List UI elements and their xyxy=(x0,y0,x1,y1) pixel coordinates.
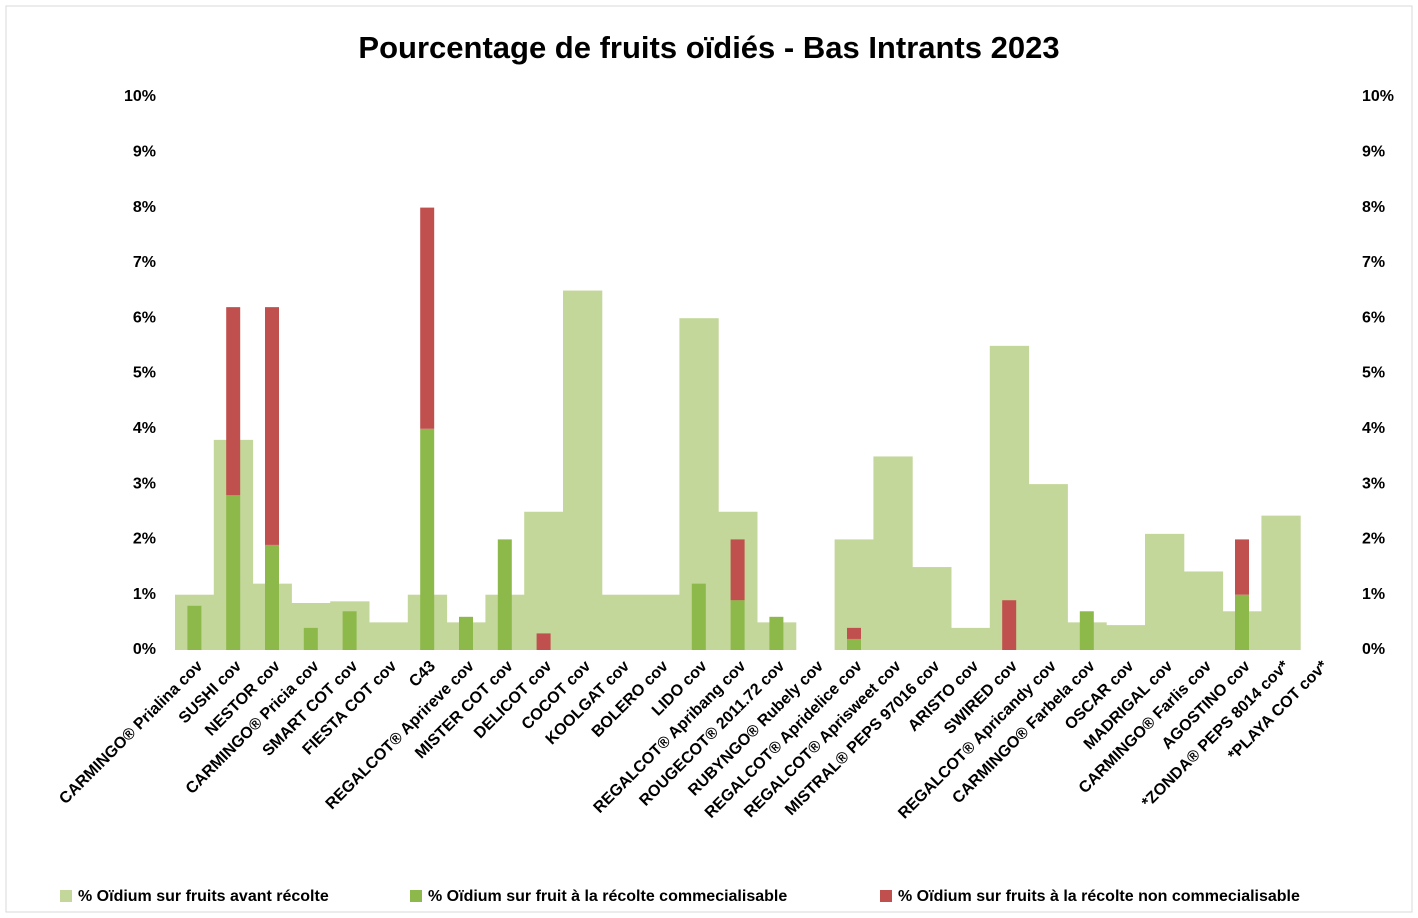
bar xyxy=(1261,515,1301,650)
bar xyxy=(420,428,435,650)
bar xyxy=(912,567,952,650)
bar xyxy=(303,627,318,650)
y-tick-label: 9% xyxy=(133,144,156,161)
y2-tick-label: 7% xyxy=(1362,254,1385,271)
bar xyxy=(226,495,241,650)
bar xyxy=(459,616,473,650)
bar xyxy=(730,600,745,650)
y-tick-label: 7% xyxy=(133,254,156,271)
y2-tick-label: 2% xyxy=(1362,531,1385,548)
bar xyxy=(1028,484,1068,650)
bar xyxy=(497,539,512,650)
chart-title: Pourcentage de fruits oïdiés - Bas Intra… xyxy=(358,30,1059,65)
bar xyxy=(1183,571,1224,650)
bar xyxy=(1235,539,1249,595)
y-tick-label: 6% xyxy=(133,309,156,326)
y-tick-label: 10% xyxy=(124,88,156,105)
bar xyxy=(847,638,861,650)
bar xyxy=(1145,533,1185,650)
y2-tick-label: 3% xyxy=(1362,475,1385,492)
y-tick-label: 1% xyxy=(133,586,156,603)
bar xyxy=(187,605,202,650)
bar xyxy=(691,583,706,650)
bar xyxy=(847,627,861,639)
y2-tick-label: 0% xyxy=(1362,641,1385,658)
y-tick-label: 5% xyxy=(133,365,156,382)
bar xyxy=(1235,594,1249,650)
y2-tick-label: 10% xyxy=(1362,88,1394,105)
y2-tick-label: 6% xyxy=(1362,309,1385,326)
bar xyxy=(951,627,991,650)
bar xyxy=(536,633,551,650)
bar xyxy=(563,290,603,650)
bar xyxy=(640,594,680,650)
y2-tick-label: 8% xyxy=(1362,199,1385,216)
bar xyxy=(524,511,564,650)
y2-tick-label: 4% xyxy=(1362,420,1385,437)
y2-tick-label: 9% xyxy=(1362,144,1385,161)
y-tick-label: 3% xyxy=(133,475,156,492)
bar xyxy=(1079,611,1094,650)
bar xyxy=(730,539,745,601)
y2-tick-label: 5% xyxy=(1362,365,1385,382)
y-tick-label: 2% xyxy=(133,531,156,548)
bar xyxy=(265,544,279,650)
legend-label: % Oïdium sur fruits avant récolte xyxy=(78,888,329,905)
legend-swatch xyxy=(410,890,422,902)
bar xyxy=(420,207,435,429)
bar xyxy=(601,594,642,650)
bar xyxy=(369,622,409,650)
bar xyxy=(342,611,357,650)
y-tick-label: 0% xyxy=(133,641,156,658)
legend-swatch xyxy=(60,890,72,902)
y-tick-label: 4% xyxy=(133,420,156,437)
y2-tick-label: 1% xyxy=(1362,586,1385,603)
legend-label: % Oïdium sur fruit à la récolte commecia… xyxy=(428,888,787,905)
bar xyxy=(989,345,1030,650)
bar xyxy=(1002,600,1017,650)
y-tick-label: 8% xyxy=(133,199,156,216)
legend-label: % Oïdium sur fruits à la récolte non com… xyxy=(898,888,1300,905)
bar xyxy=(1106,625,1146,650)
bar xyxy=(265,307,279,545)
bar xyxy=(873,456,913,650)
bar xyxy=(769,616,784,650)
legend-swatch xyxy=(880,890,892,902)
bar xyxy=(226,307,241,496)
